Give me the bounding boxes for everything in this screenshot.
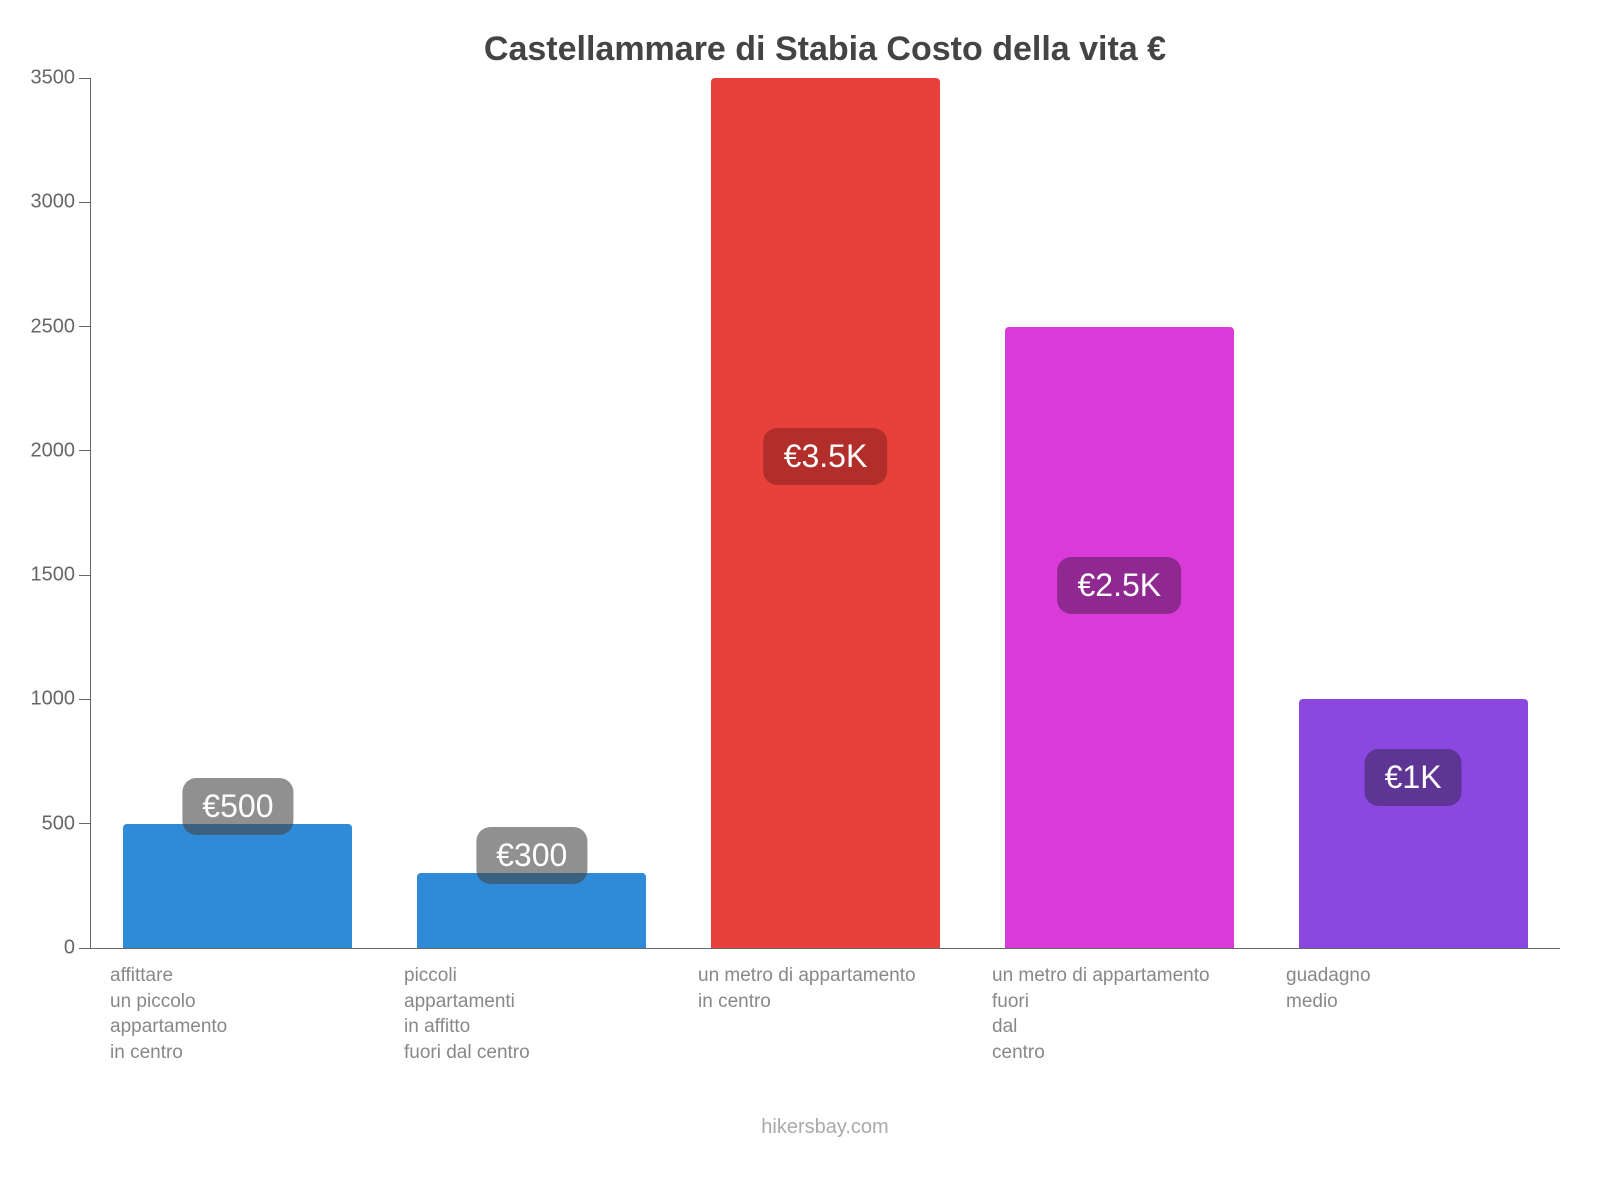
bar-slot: €1K xyxy=(1266,79,1560,948)
y-tick-label: 500 xyxy=(42,812,91,835)
bar: €500 xyxy=(123,824,352,948)
bar-slot: €300 xyxy=(385,79,679,948)
y-tick-label: 3500 xyxy=(31,67,92,90)
x-axis-labels: affittare un piccolo appartamento in cen… xyxy=(90,963,1560,1066)
x-label: piccoli appartamenti in affitto fuori da… xyxy=(384,963,678,1066)
x-label: un metro di appartamento fuori dal centr… xyxy=(972,963,1266,1066)
bar-value-badge: €3.5K xyxy=(764,428,888,485)
plot-area: 0500100015002000250030003500 €500€300€3.… xyxy=(90,79,1560,949)
x-label: affittare un piccolo appartamento in cen… xyxy=(90,963,384,1066)
chart-footer: hikersbay.com xyxy=(90,1116,1560,1139)
cost-of-living-chart: Castellammare di Stabia Costo della vita… xyxy=(0,0,1600,1200)
chart-title: Castellammare di Stabia Costo della vita… xyxy=(90,30,1560,69)
x-label: guadagno medio xyxy=(1266,963,1560,1066)
bar: €1K xyxy=(1299,699,1528,948)
bar-value-badge: €300 xyxy=(476,827,587,884)
x-label: un metro di appartamento in centro xyxy=(678,963,972,1066)
y-tick-label: 1000 xyxy=(31,688,92,711)
bar-value-badge: €500 xyxy=(182,778,293,835)
bar-slot: €500 xyxy=(91,79,385,948)
bar-slot: €3.5K xyxy=(679,79,973,948)
bar-value-badge: €2.5K xyxy=(1057,557,1181,614)
bar-slot: €2.5K xyxy=(972,79,1266,948)
y-tick-label: 0 xyxy=(64,937,91,960)
bar: €2.5K xyxy=(1005,327,1234,948)
bar-value-badge: €1K xyxy=(1365,749,1462,806)
bars-container: €500 €300 €3.5K €2.5K €1K xyxy=(91,79,1560,948)
y-tick-label: 2000 xyxy=(31,439,92,462)
bar: €300 xyxy=(417,873,646,948)
y-tick-label: 2500 xyxy=(31,315,92,338)
bar: €3.5K xyxy=(711,78,940,948)
y-tick-label: 3000 xyxy=(31,191,92,214)
y-tick-label: 1500 xyxy=(31,564,92,587)
